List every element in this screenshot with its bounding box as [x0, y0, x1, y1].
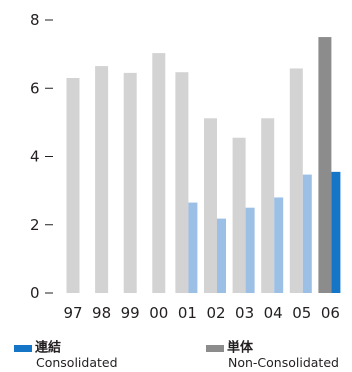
- bar-non-consolidated-02: [204, 118, 217, 293]
- y-tick-label: 8: [30, 11, 40, 29]
- x-tick-label: 05: [292, 304, 311, 322]
- y-tick-label: 2: [30, 216, 40, 234]
- legend-non-consolidated-swatch: [206, 345, 224, 352]
- bar-non-consolidated-01: [175, 72, 189, 294]
- legend-consolidated: 連結 Consolidated: [14, 341, 118, 370]
- bar-non-consolidated-99: [123, 72, 137, 293]
- legend-consolidated-jp: 連結: [35, 340, 62, 356]
- legend-non-consolidated-en: Non-Consolidated: [228, 354, 339, 370]
- bar-non-consolidated-00: [152, 53, 166, 293]
- bar-non-consolidated-05: [289, 68, 303, 294]
- bar-non-consolidated-04: [261, 118, 275, 293]
- bar-non-consolidated-98: [95, 66, 109, 293]
- bar-consolidated-02: [217, 218, 226, 293]
- y-tick-label: 4: [30, 148, 40, 166]
- x-tick-label: 06: [321, 304, 340, 322]
- x-axis: 97 98 99 00 01 02 03 04 05 06: [63, 304, 339, 322]
- y-tick-label: 0: [30, 284, 40, 302]
- x-tick-label: 04: [264, 304, 283, 322]
- bar-non-consolidated-06: [318, 37, 332, 293]
- bar-consolidated-06: [331, 171, 341, 293]
- legend-non-consolidated-jp: 単体: [227, 340, 254, 356]
- legend-consolidated-swatch: [14, 345, 32, 352]
- bar-non-consolidated-03: [232, 137, 246, 293]
- bars: [66, 37, 341, 294]
- x-tick-label: 97: [63, 304, 82, 322]
- x-tick-label: 03: [235, 304, 254, 322]
- x-tick-label: 01: [178, 304, 197, 322]
- bar-consolidated-01: [188, 202, 198, 293]
- x-tick-label: 99: [121, 304, 140, 322]
- bar-consolidated-03: [245, 207, 255, 293]
- legend-consolidated-en: Consolidated: [36, 354, 118, 370]
- x-tick-label: 02: [206, 304, 225, 322]
- x-tick-label: 98: [92, 304, 111, 322]
- x-tick-label: 00: [149, 304, 168, 322]
- y-tick-label: 6: [30, 79, 40, 97]
- y-axis: 0 2 4 6 8: [30, 11, 53, 302]
- bar-consolidated-05: [302, 174, 312, 293]
- legend-non-consolidated: 単体 Non-Consolidated: [206, 341, 339, 370]
- bar-consolidated-04: [274, 197, 284, 293]
- bar-non-consolidated-97: [66, 78, 80, 293]
